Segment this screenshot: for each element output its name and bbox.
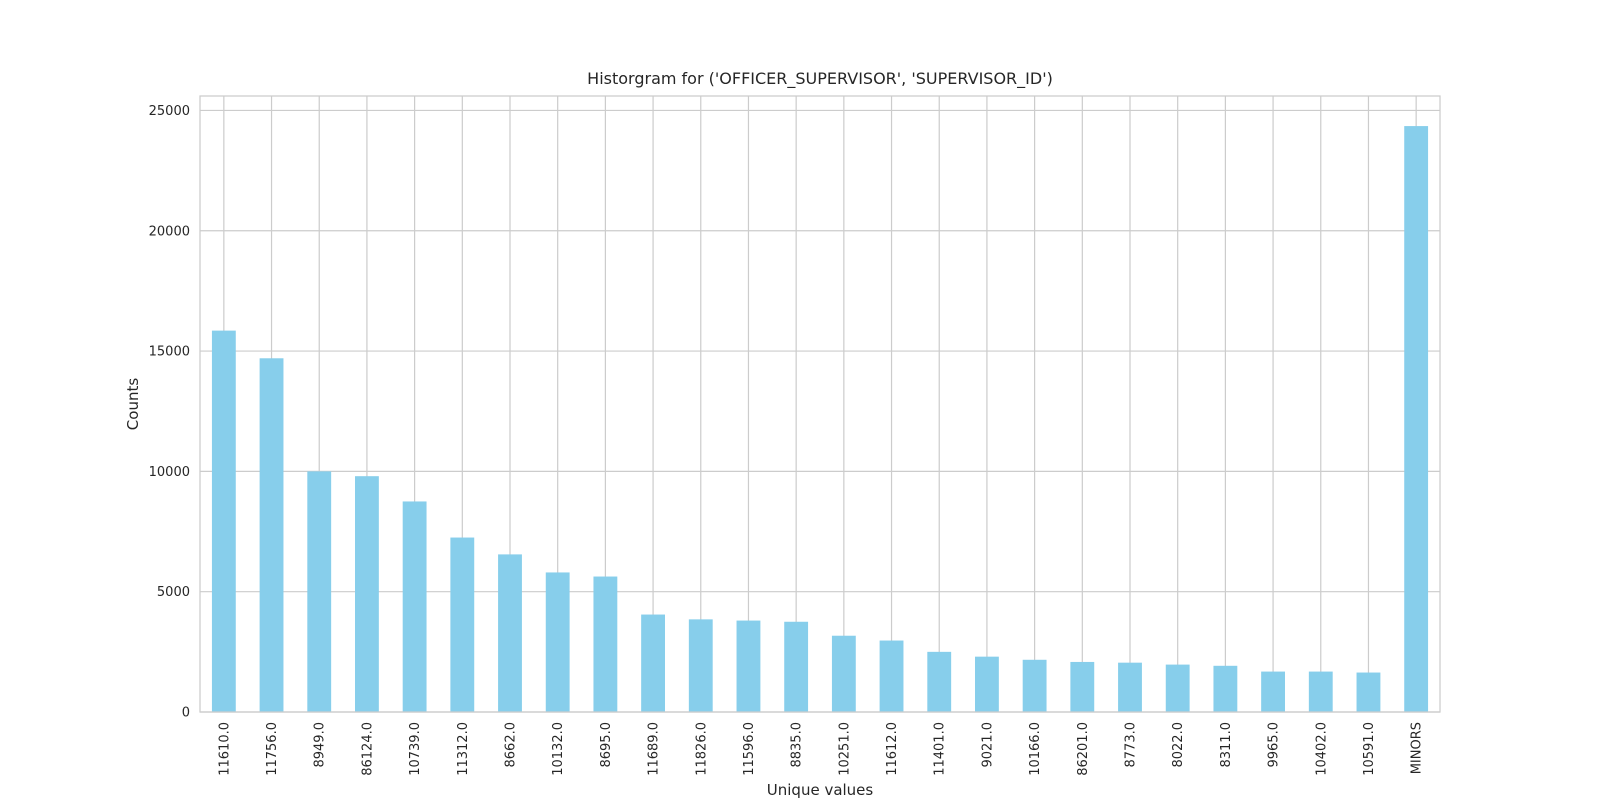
bar: [1118, 662, 1142, 712]
x-tick-label: 8311.0: [1219, 722, 1234, 768]
x-tick-label: 11612.0: [885, 722, 900, 776]
bar: [784, 621, 809, 712]
x-tick-label: 8949.0: [313, 722, 328, 768]
bar: [1261, 671, 1285, 712]
bar: [593, 576, 618, 712]
x-tick-label: MINORS: [1410, 722, 1425, 774]
x-tick-label: 8022.0: [1171, 722, 1186, 768]
bar: [402, 501, 427, 712]
y-tick-label: 5000: [157, 585, 190, 600]
bar: [688, 619, 713, 712]
bar: [1356, 672, 1381, 712]
bar: [1308, 671, 1333, 712]
x-tick-label: 11610.0: [217, 722, 232, 776]
y-axis-title: Counts: [124, 378, 142, 431]
bar: [1404, 126, 1429, 712]
plot-frame: [199, 95, 1441, 713]
bar: [211, 330, 236, 712]
x-tick-label: 10591.0: [1362, 722, 1377, 776]
x-tick-label: 10739.0: [408, 722, 423, 776]
x-tick-label: 8835.0: [790, 722, 805, 768]
bar: [736, 620, 761, 712]
bar: [1022, 659, 1047, 712]
y-tick-label: 15000: [149, 345, 190, 360]
x-tick-label: 10132.0: [551, 722, 566, 776]
chart-title: Historgram for ('OFFICER_SUPERVISOR', 'S…: [587, 69, 1053, 89]
y-tick-label: 25000: [149, 104, 190, 119]
bar: [641, 614, 665, 712]
x-tick-label: 8695.0: [599, 722, 614, 768]
bar: [879, 640, 904, 712]
x-tick-label: 11689.0: [647, 722, 662, 776]
x-tick-label: 10166.0: [1028, 722, 1043, 776]
x-axis-title: Unique values: [767, 781, 874, 799]
x-tick-label: 8773.0: [1124, 722, 1139, 768]
x-tick-label: 11756.0: [265, 722, 280, 776]
bar: [1165, 664, 1190, 712]
bar: [975, 656, 999, 712]
bar: [498, 554, 522, 712]
bar: [307, 471, 332, 712]
bar: [831, 635, 856, 712]
x-tick-label: 10402.0: [1314, 722, 1329, 776]
bar: [1213, 665, 1238, 712]
x-tick-label: 86124.0: [360, 722, 375, 776]
x-tick-label: 9965.0: [1267, 722, 1282, 768]
x-tick-label: 11826.0: [694, 722, 709, 776]
x-tick-label: 10251.0: [837, 722, 852, 776]
bar: [259, 358, 284, 712]
y-tick-label: 10000: [149, 465, 190, 480]
x-tick-label: 11596.0: [742, 722, 757, 776]
bar: [927, 651, 952, 712]
y-tick-labels: 0 5000 10000 15000 20000 25000: [149, 104, 190, 721]
bars: [211, 126, 1429, 712]
x-tick-label: 86201.0: [1076, 722, 1091, 776]
x-tick-label: 9021.0: [980, 722, 995, 768]
x-tick-label: 11401.0: [933, 722, 948, 776]
x-tick-labels: 11610.0 11756.0 8949.0 86124.0 10739.0 11312.…: [217, 722, 1424, 776]
y-tick-label: 20000: [149, 224, 190, 239]
bar: [450, 537, 475, 712]
bar: [1070, 661, 1095, 712]
bar: [355, 476, 379, 712]
x-tick-label: 8662.0: [504, 722, 519, 768]
bar: [545, 572, 570, 712]
x-tick-label: 11312.0: [456, 722, 471, 776]
y-tick-label: 0: [182, 706, 190, 721]
